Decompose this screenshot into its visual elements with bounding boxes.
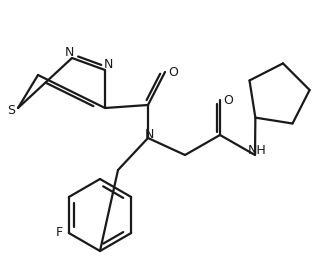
Text: N: N — [64, 46, 74, 58]
Text: N: N — [144, 128, 154, 140]
Text: O: O — [168, 66, 178, 79]
Text: S: S — [7, 103, 15, 117]
Text: N: N — [103, 57, 113, 70]
Text: O: O — [223, 94, 233, 106]
Text: F: F — [55, 227, 62, 239]
Text: NH: NH — [248, 144, 266, 156]
